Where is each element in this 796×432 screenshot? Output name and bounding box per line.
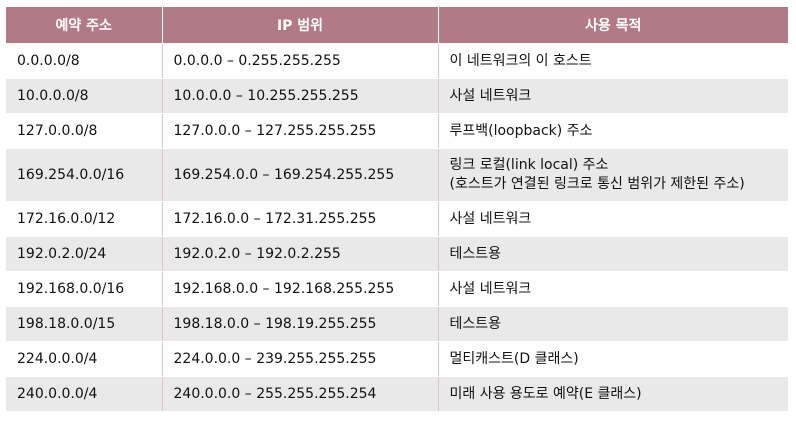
purpose-line: 이 네트워크의 이 호스트: [449, 52, 592, 69]
purpose-line: 링크 로컬(link local) 주소: [449, 157, 609, 173]
cell-reserved-address: 192.168.0.0/16: [6, 271, 163, 307]
purpose-line: 사설 네트워크: [449, 87, 532, 104]
cell-reserved-address: 224.0.0.0/4: [6, 341, 163, 377]
cell-reserved-address: 0.0.0.0/8: [6, 43, 163, 79]
table-row: 240.0.0.0/4 240.0.0.0 – 255.255.255.254 미래…: [6, 376, 788, 412]
cell-ip-range: 0.0.0.0 – 0.255.255.255: [162, 43, 439, 79]
table-row: 224.0.0.0/4 224.0.0.0 – 239.255.255.255 멀티…: [6, 341, 788, 377]
cell-ip-range: 224.0.0.0 – 239.255.255.255: [162, 341, 439, 377]
header-reserved-address: 예약 주소: [6, 7, 163, 44]
purpose-line: 루프백(loopback) 주소: [449, 122, 593, 139]
cell-purpose: 테스트용: [438, 236, 788, 272]
header-ip-range: IP 범위: [162, 7, 439, 44]
cell-purpose: 사설 네트워크: [438, 78, 788, 114]
purpose-line: 사설 네트워크: [449, 280, 532, 297]
purpose-line: 사설 네트워크: [449, 210, 532, 227]
cell-reserved-address: 127.0.0.0/8: [6, 113, 163, 149]
cell-ip-range: 172.16.0.0 – 172.31.255.255: [162, 201, 439, 237]
cell-purpose: 루프백(loopback) 주소: [438, 113, 788, 149]
cell-reserved-address: 192.0.2.0/24: [6, 236, 163, 272]
table-row: 198.18.0.0/15 198.18.0.0 – 198.19.255.255…: [6, 306, 788, 342]
header-row: 예약 주소 IP 범위 사용 목적: [6, 7, 788, 44]
purpose-line: 미래 사용 용도로 예약(E 클래스): [449, 385, 642, 402]
cell-purpose: 미래 사용 용도로 예약(E 클래스): [438, 376, 788, 412]
cell-purpose: 사설 네트워크: [438, 271, 788, 307]
cell-reserved-address: 198.18.0.0/15: [6, 306, 163, 342]
table-row: 172.16.0.0/12 172.16.0.0 – 172.31.255.255…: [6, 201, 788, 237]
table-row: 127.0.0.0/8 127.0.0.0 – 127.255.255.255 루프…: [6, 113, 788, 149]
cell-reserved-address: 172.16.0.0/12: [6, 201, 163, 237]
purpose-line: 테스트용: [449, 245, 502, 262]
cell-ip-range: 10.0.0.0 – 10.255.255.255: [162, 78, 439, 114]
cell-ip-range: 192.0.2.0 – 192.0.2.255: [162, 236, 439, 272]
cell-ip-range: 240.0.0.0 – 255.255.255.254: [162, 376, 439, 412]
table-row: 169.254.0.0/16 169.254.0.0 – 169.254.255.…: [6, 148, 788, 202]
reserved-address-table: 예약 주소 IP 범위 사용 목적 0.0.0.0/8 0.0.0.0 – 0.2…: [6, 7, 788, 412]
table-body: 0.0.0.0/8 0.0.0.0 – 0.255.255.255 이 네트워크의 …: [6, 43, 788, 412]
table-row: 192.0.2.0/24 192.0.2.0 – 192.0.2.255 테스트용: [6, 236, 788, 272]
cell-reserved-address: 169.254.0.0/16: [6, 148, 163, 202]
cell-purpose: 사설 네트워크: [438, 201, 788, 237]
cell-ip-range: 127.0.0.0 – 127.255.255.255: [162, 113, 439, 149]
cell-purpose: 이 네트워크의 이 호스트: [438, 43, 788, 79]
table-row: 10.0.0.0/8 10.0.0.0 – 10.255.255.255 사설 네트…: [6, 78, 788, 114]
cell-reserved-address: 10.0.0.0/8: [6, 78, 163, 114]
cell-reserved-address: 240.0.0.0/4: [6, 376, 163, 412]
purpose-line: 테스트용: [449, 315, 502, 332]
cell-ip-range: 198.18.0.0 – 198.19.255.255: [162, 306, 439, 342]
purpose-line: (호스트가 연결된 링크로 통신 범위가 제한된 주소): [449, 176, 745, 192]
table-row: 0.0.0.0/8 0.0.0.0 – 0.255.255.255 이 네트워크의 …: [6, 43, 788, 79]
cell-ip-range: 192.168.0.0 – 192.168.255.255: [162, 271, 439, 307]
cell-purpose: 테스트용: [438, 306, 788, 342]
cell-purpose: 링크 로컬(link local) 주소 (호스트가 연결된 링크로 통신 범위가…: [438, 148, 788, 202]
purpose-line: 멀티캐스트(D 클래스): [449, 350, 579, 367]
reserved-address-table-container: 예약 주소 IP 범위 사용 목적 0.0.0.0/8 0.0.0.0 – 0.2…: [6, 7, 788, 412]
table-row: 192.168.0.0/16 192.168.0.0 – 192.168.255.…: [6, 271, 788, 307]
cell-ip-range: 169.254.0.0 – 169.254.255.255: [162, 148, 439, 202]
cell-purpose: 멀티캐스트(D 클래스): [438, 341, 788, 377]
header-purpose: 사용 목적: [438, 7, 788, 44]
